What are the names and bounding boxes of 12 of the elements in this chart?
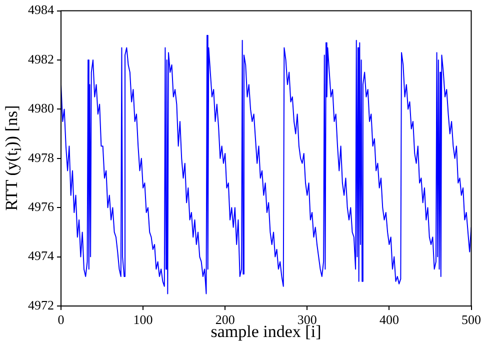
y-tick-label: 4982 [28,51,54,66]
y-tick-label: 4978 [28,150,54,165]
x-tick-label: 500 [462,312,481,328]
y-tick-label: 4980 [28,100,54,116]
y-tick-label: 4974 [28,248,54,264]
y-tick-label: 4984 [28,2,54,18]
y-tick-label: 4972 [28,297,54,312]
y-tick-label: 4976 [28,199,54,214]
x-tick-label: 200 [215,312,235,328]
x-tick-label: 0 [58,312,64,328]
x-tick-label: 400 [379,312,399,328]
x-tick-label: 100 [133,312,153,328]
